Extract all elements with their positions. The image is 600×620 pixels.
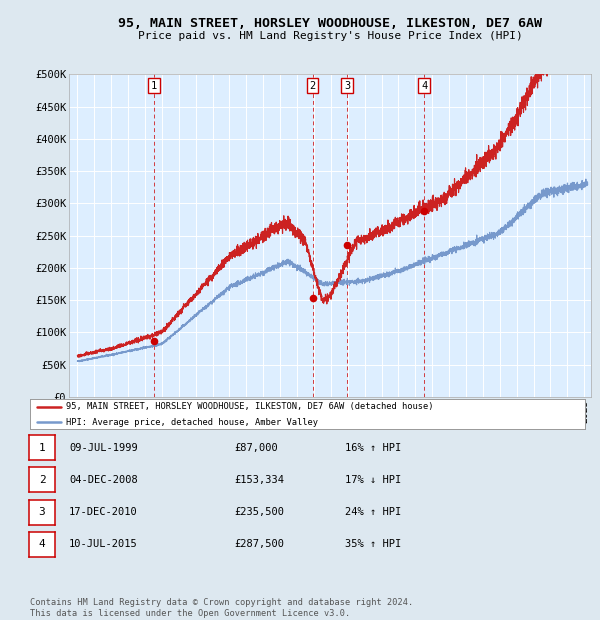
Text: 16% ↑ HPI: 16% ↑ HPI: [345, 443, 401, 453]
Text: 1: 1: [38, 443, 46, 453]
Text: £87,000: £87,000: [234, 443, 278, 453]
Text: £153,334: £153,334: [234, 475, 284, 485]
Text: 1: 1: [151, 81, 157, 91]
Text: 04-DEC-2008: 04-DEC-2008: [69, 475, 138, 485]
Text: 2: 2: [38, 475, 46, 485]
Text: 95, MAIN STREET, HORSLEY WOODHOUSE, ILKESTON, DE7 6AW: 95, MAIN STREET, HORSLEY WOODHOUSE, ILKE…: [118, 17, 542, 30]
Text: 35% ↑ HPI: 35% ↑ HPI: [345, 539, 401, 549]
Text: 4: 4: [38, 539, 46, 549]
Text: Contains HM Land Registry data © Crown copyright and database right 2024.
This d: Contains HM Land Registry data © Crown c…: [30, 598, 413, 618]
Text: 17-DEC-2010: 17-DEC-2010: [69, 507, 138, 517]
Text: 3: 3: [38, 507, 46, 517]
Text: 24% ↑ HPI: 24% ↑ HPI: [345, 507, 401, 517]
Text: Price paid vs. HM Land Registry's House Price Index (HPI): Price paid vs. HM Land Registry's House …: [137, 31, 523, 41]
Text: £287,500: £287,500: [234, 539, 284, 549]
Text: 2: 2: [310, 81, 316, 91]
Text: 10-JUL-2015: 10-JUL-2015: [69, 539, 138, 549]
Text: 3: 3: [344, 81, 350, 91]
Text: 4: 4: [421, 81, 427, 91]
Text: £235,500: £235,500: [234, 507, 284, 517]
Text: 95, MAIN STREET, HORSLEY WOODHOUSE, ILKESTON, DE7 6AW (detached house): 95, MAIN STREET, HORSLEY WOODHOUSE, ILKE…: [66, 402, 434, 411]
Text: 09-JUL-1999: 09-JUL-1999: [69, 443, 138, 453]
Text: HPI: Average price, detached house, Amber Valley: HPI: Average price, detached house, Ambe…: [66, 418, 318, 427]
Text: 17% ↓ HPI: 17% ↓ HPI: [345, 475, 401, 485]
